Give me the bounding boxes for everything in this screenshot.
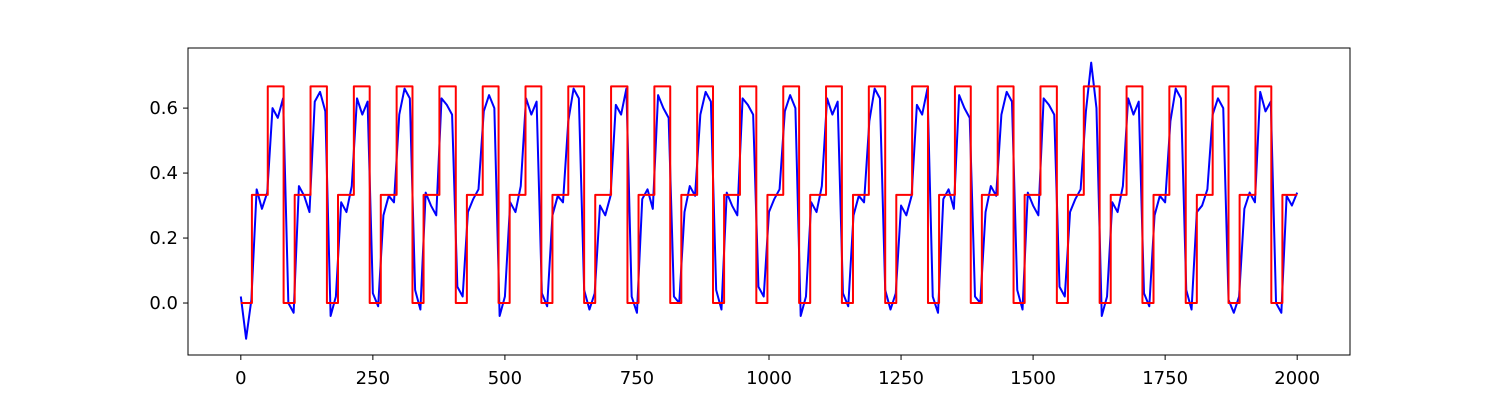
- data-line: [240, 85, 1298, 305]
- y-tick-label: 0.2: [149, 228, 178, 249]
- x-tick-label: 1250: [878, 368, 924, 389]
- x-tick-label: 500: [488, 368, 522, 389]
- x-tick-label: 1500: [1010, 368, 1056, 389]
- y-tick-label: 0.4: [149, 163, 178, 184]
- y-tick-label: 0.0: [149, 293, 178, 314]
- x-tick-label: 2000: [1274, 368, 1320, 389]
- x-tick-label: 1000: [746, 368, 792, 389]
- x-tick-label: 0: [235, 368, 246, 389]
- data-line: [239, 61, 1299, 340]
- x-tick-label: 1750: [1142, 368, 1188, 389]
- x-tick-label: 250: [356, 368, 390, 389]
- x-tick-label: 750: [620, 368, 654, 389]
- y-tick-label: 0.6: [149, 98, 178, 119]
